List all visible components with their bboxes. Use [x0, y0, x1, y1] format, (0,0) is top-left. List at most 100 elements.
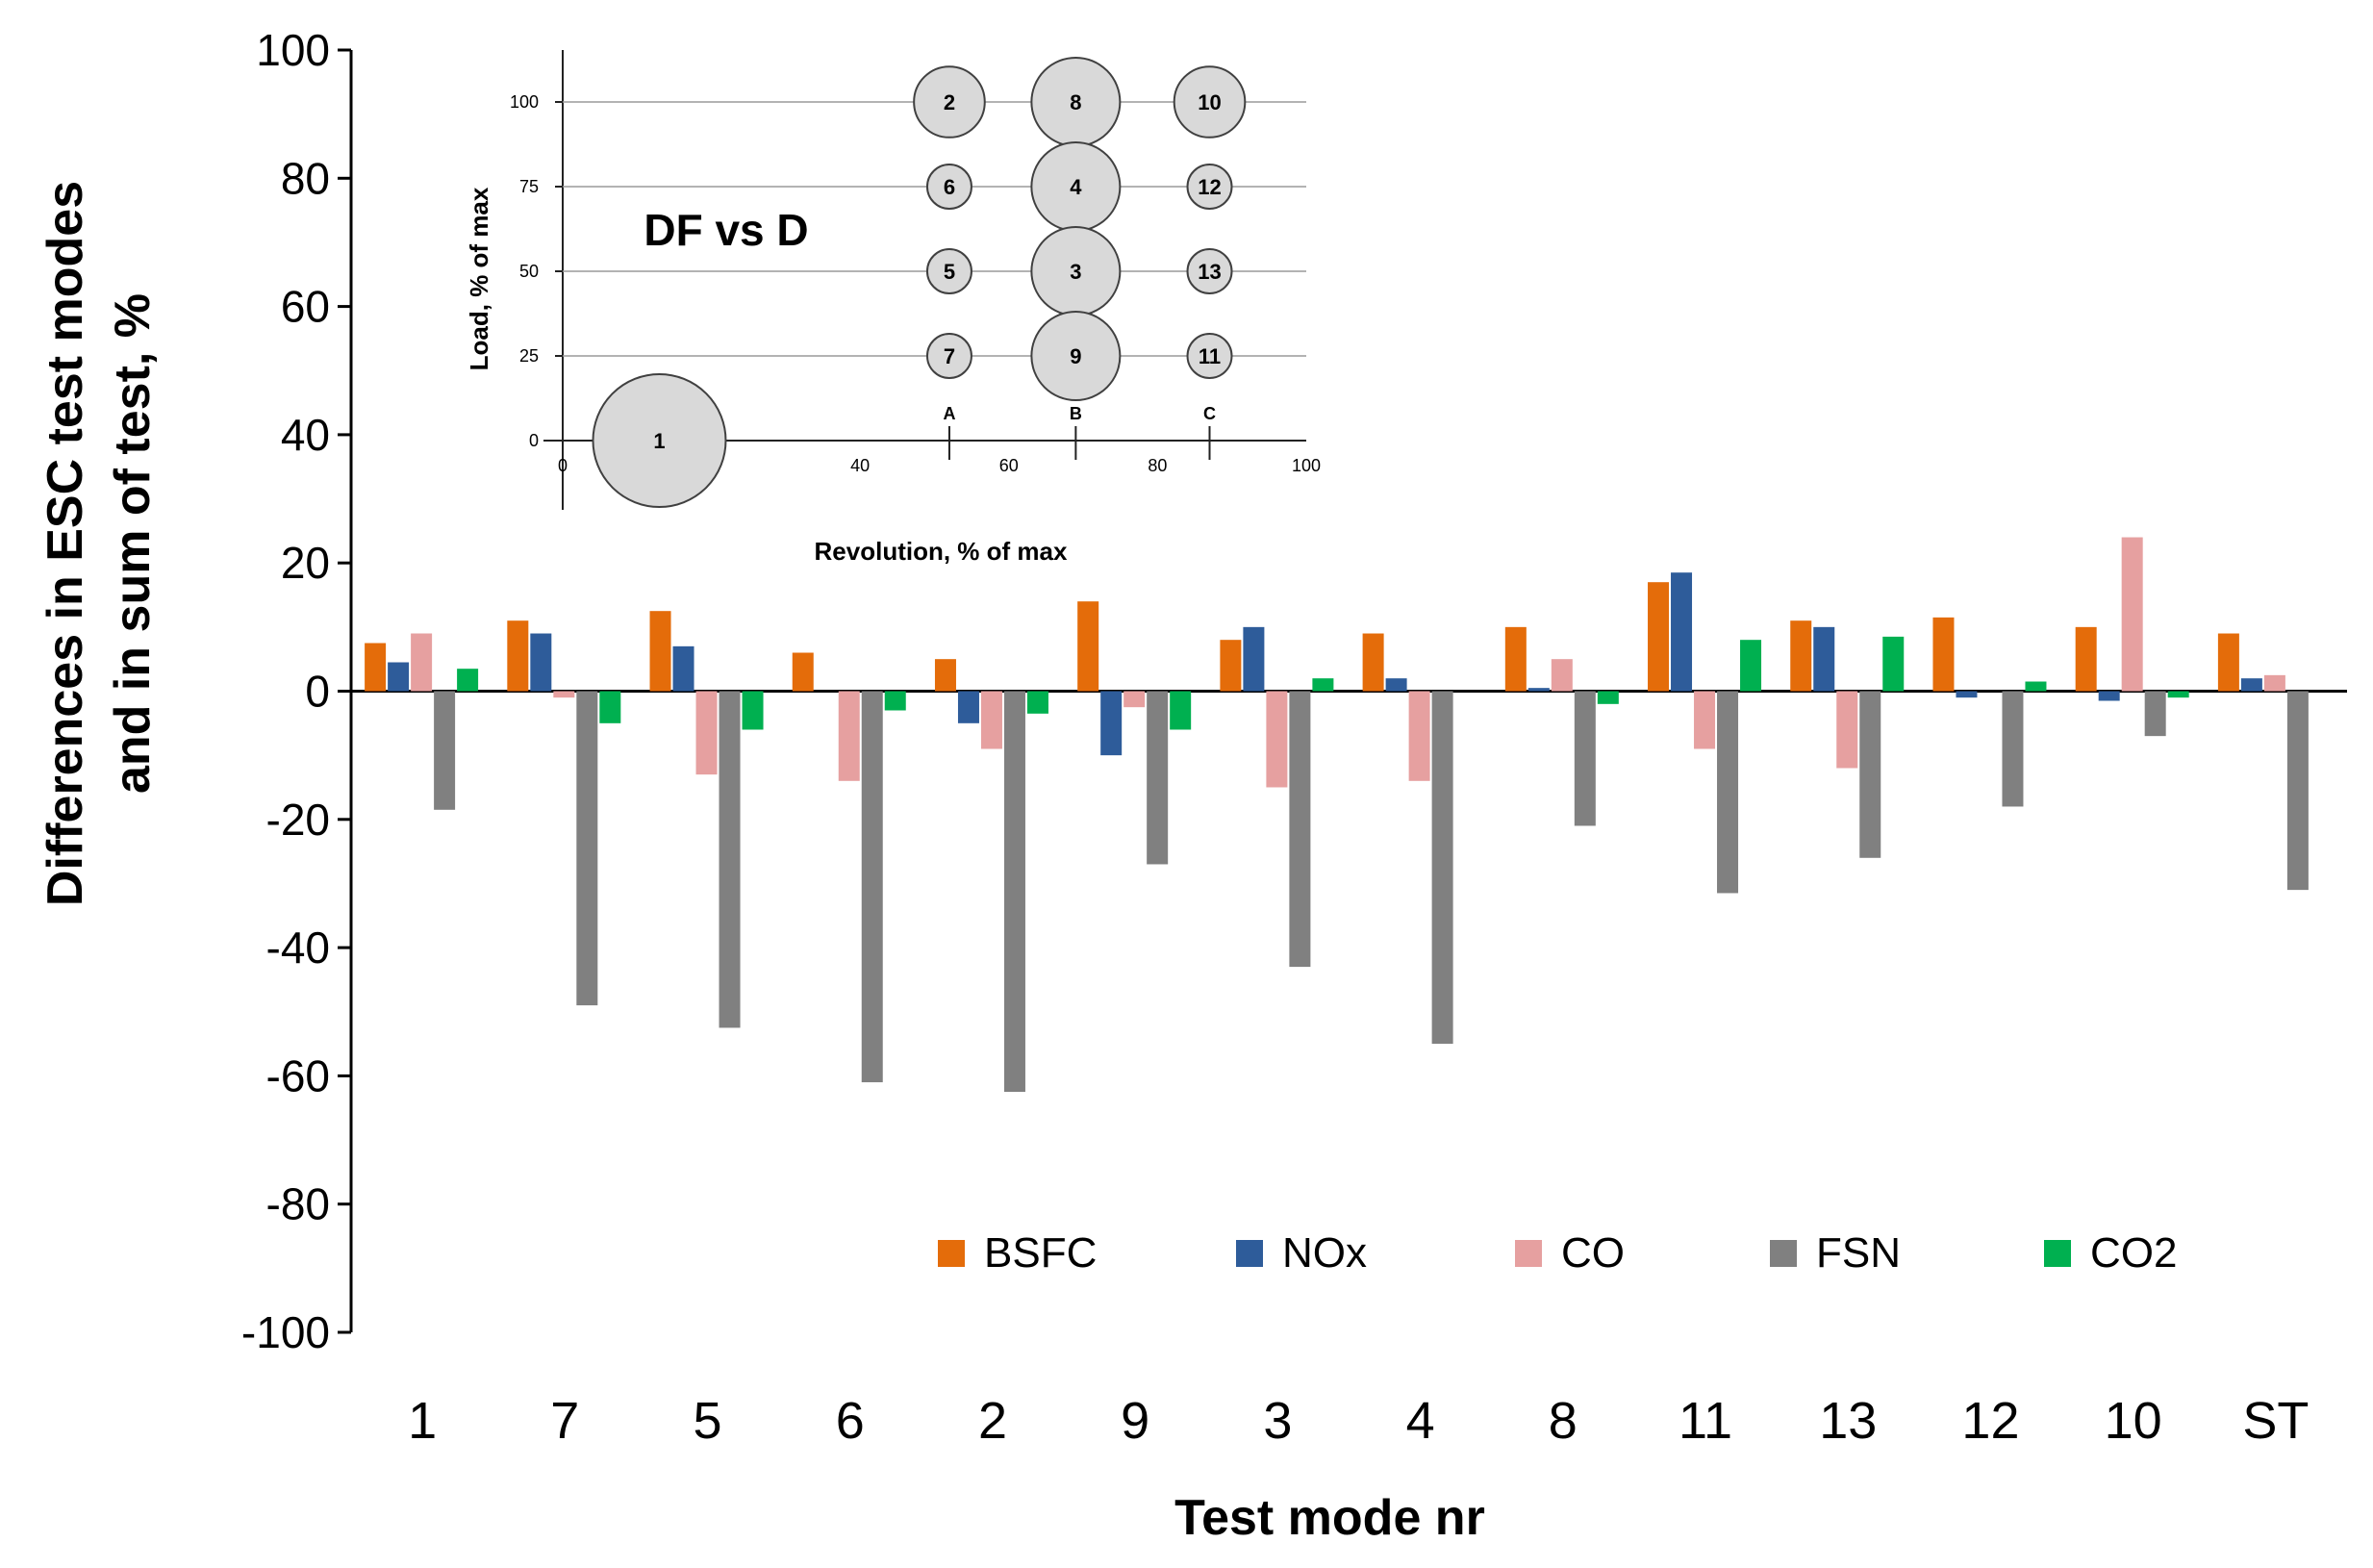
- legend-swatch-co2: [2044, 1240, 2071, 1267]
- bar-fsn: [434, 691, 456, 810]
- y-axis-title-line-2: and in sum of test, %: [105, 293, 161, 794]
- bar-fsn: [719, 691, 741, 1028]
- bar-bsfc: [1932, 617, 1955, 692]
- x-tick-label: 8: [1549, 1392, 1578, 1450]
- bar-nox: [672, 645, 694, 692]
- y-tick-label: -60: [266, 1050, 330, 1100]
- bar-fsn: [1003, 691, 1025, 1093]
- x-tick-label: 3: [1263, 1392, 1292, 1450]
- x-tick-label: ST: [2242, 1392, 2309, 1450]
- bar-nox: [1385, 678, 1407, 692]
- bar-fsn: [2002, 691, 2024, 807]
- inset-bubble-label: 8: [1070, 90, 1081, 114]
- legend-label-fsn: FSN: [1816, 1229, 1901, 1277]
- y-axis-title-line-1: Differences in ESC test modes: [38, 181, 93, 906]
- bar-bsfc: [365, 643, 387, 692]
- x-tick-label: 11: [1679, 1392, 1732, 1450]
- y-tick-label: 0: [305, 667, 330, 717]
- bar-co2: [1170, 691, 1192, 730]
- legend-label-co2: CO2: [2090, 1229, 2177, 1277]
- inset-bubble: [1186, 248, 1233, 294]
- inset-x-tick-label: 40: [850, 456, 870, 475]
- bar-nox: [2098, 691, 2120, 701]
- bar-co2: [599, 691, 621, 723]
- inset-column-label: C: [1203, 404, 1216, 423]
- bar-bsfc: [649, 611, 671, 692]
- bar-bsfc: [792, 652, 814, 692]
- inset-x-tick-label: 0: [558, 456, 568, 475]
- bar-nox: [1100, 691, 1123, 756]
- bar-fsn: [1431, 691, 1453, 1045]
- inset-bubble: [925, 248, 972, 294]
- bar-fsn: [1859, 691, 1881, 858]
- bar-nox: [1243, 626, 1265, 692]
- inset-bubble-label: 7: [944, 344, 955, 368]
- inset-bubble-label: 6: [944, 175, 955, 199]
- bar-nox: [2240, 678, 2262, 692]
- bar-fsn: [1717, 691, 1739, 894]
- inset-bubble-label: 13: [1198, 260, 1221, 284]
- bar-fsn: [2286, 691, 2309, 891]
- inset-y-axis-title: Load, % of max: [465, 187, 493, 370]
- bar-co: [1408, 691, 1430, 781]
- legend-swatch-fsn: [1770, 1240, 1797, 1267]
- bar-bsfc: [1648, 582, 1670, 692]
- x-tick-label: 1: [408, 1392, 437, 1450]
- bar-co: [980, 691, 1002, 749]
- inset-bubble-label: 10: [1198, 90, 1221, 114]
- inset-bubble: [1173, 65, 1247, 139]
- bar-bsfc: [2075, 626, 2097, 692]
- legend-label-bsfc: BSFC: [984, 1229, 1097, 1277]
- inset-column-label: B: [1070, 404, 1082, 423]
- bar-co2: [884, 691, 906, 711]
- bar-nox: [1527, 688, 1550, 692]
- bar-fsn: [2144, 691, 2166, 737]
- bar-bsfc: [1220, 640, 1242, 692]
- bar-co: [411, 633, 433, 692]
- bar-co: [1266, 691, 1288, 788]
- x-tick-label: 12: [1961, 1392, 2019, 1450]
- inset-bubble-label: 9: [1070, 344, 1081, 368]
- y-tick-label: 20: [281, 538, 330, 588]
- bar-bsfc: [1362, 633, 1384, 692]
- legend-swatch-nox: [1236, 1240, 1263, 1267]
- inset-title: DF vs D: [644, 205, 808, 255]
- bar-fsn: [1289, 691, 1311, 968]
- inset-bubble-label: 11: [1199, 344, 1221, 368]
- x-tick-label: 2: [978, 1392, 1007, 1450]
- bar-nox: [1813, 626, 1835, 692]
- y-tick-label: -40: [266, 923, 330, 973]
- bar-co2: [1882, 636, 1905, 692]
- bar-bsfc: [507, 620, 529, 692]
- bar-nox: [388, 662, 410, 692]
- bar-co: [1836, 691, 1858, 769]
- inset-bubble-label: 12: [1198, 175, 1221, 199]
- y-tick-label: -80: [266, 1179, 330, 1229]
- bar-co: [1123, 691, 1146, 708]
- bar-fsn: [1574, 691, 1596, 826]
- inset-y-tick-label: 25: [519, 346, 539, 366]
- inset-bubble-label: 5: [944, 260, 955, 284]
- inset-bubble: [1186, 164, 1233, 210]
- x-tick-label: 4: [1406, 1392, 1435, 1450]
- bar-co2: [1026, 691, 1048, 714]
- bar-co2: [1312, 678, 1334, 692]
- inset-bubble: [913, 65, 986, 139]
- bar-co: [1694, 691, 1716, 749]
- x-tick-label: 10: [2105, 1392, 2162, 1450]
- inset-bubble-label: 2: [944, 90, 955, 114]
- inset-bubble: [925, 164, 972, 210]
- bar-bsfc: [2217, 633, 2239, 692]
- inset-bubble: [1186, 333, 1233, 379]
- y-tick-label: -20: [266, 795, 330, 845]
- y-tick-label: 60: [281, 282, 330, 332]
- inset-bubble-label: 4: [1070, 175, 1082, 199]
- bar-nox: [530, 633, 552, 692]
- inset-bubble: [1030, 311, 1122, 401]
- bar-nox: [957, 691, 979, 723]
- inset-bubble-label: 1: [653, 429, 665, 453]
- bar-fsn: [1147, 691, 1169, 865]
- bar-co2: [1740, 640, 1762, 692]
